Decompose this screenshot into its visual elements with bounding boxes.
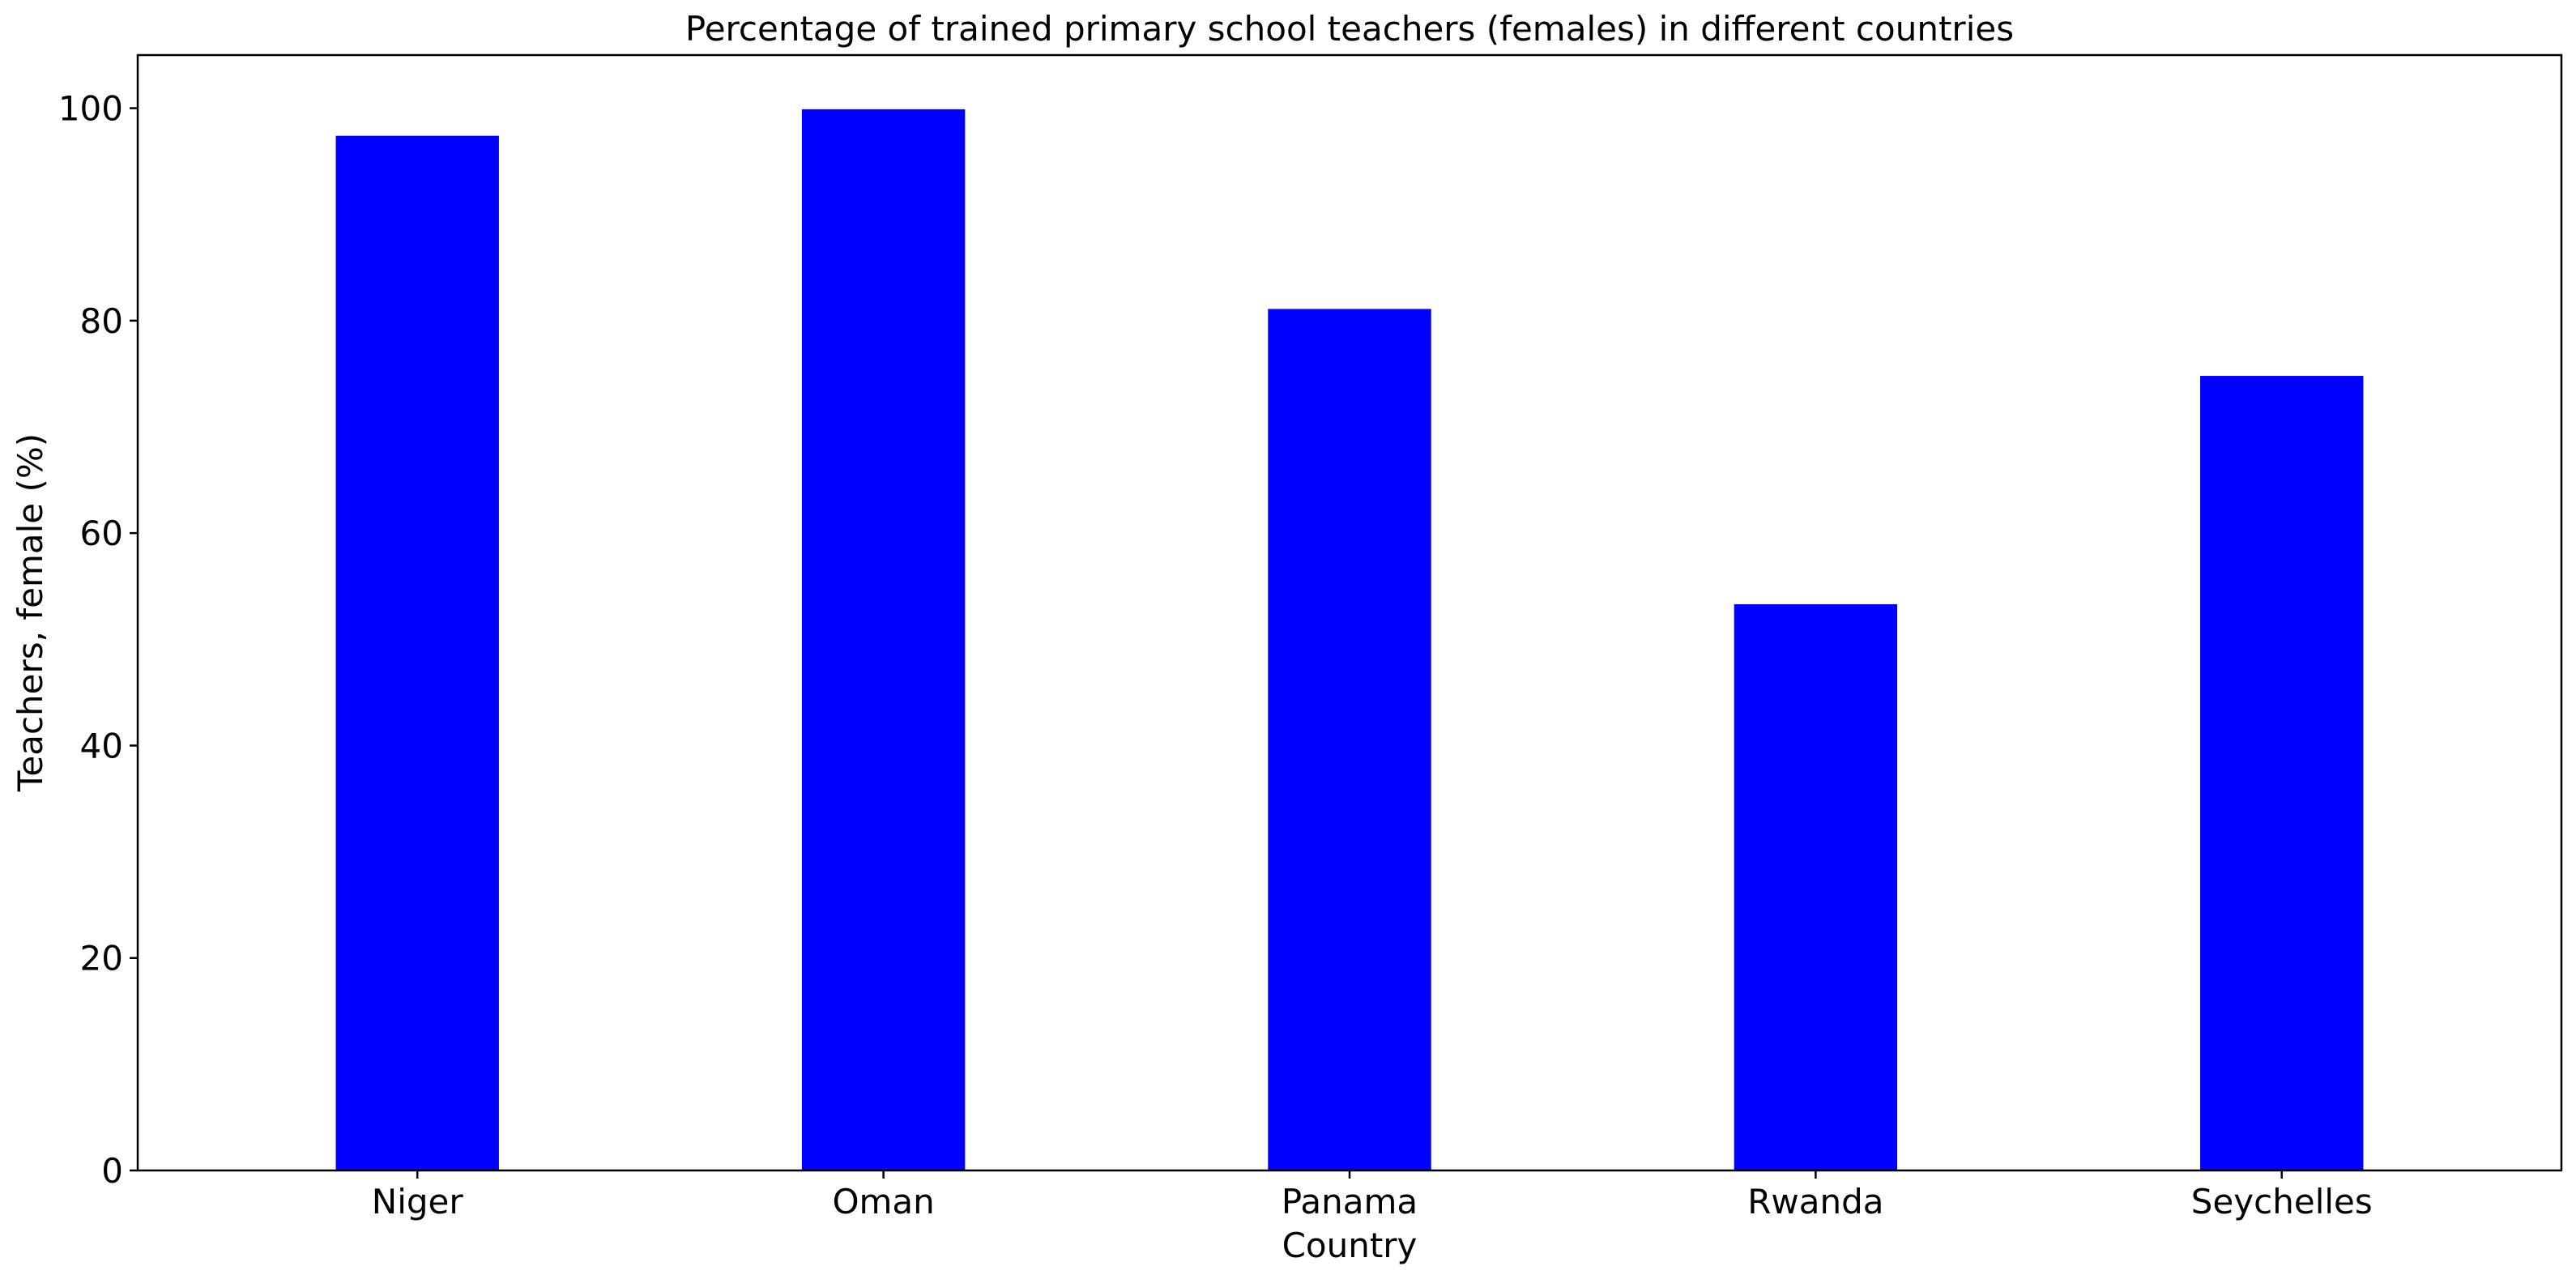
bar-oman — [801, 109, 966, 1171]
y-axis-ticks: 0 20 40 60 80 100 — [58, 89, 138, 1191]
plot-frame — [136, 53, 2563, 1172]
y-tick-label: 40 — [80, 726, 123, 765]
x-axis-ticks: Niger Oman Panama Rwanda Seychelles — [372, 1170, 2373, 1221]
bar-niger — [335, 135, 499, 1170]
bar-series — [335, 109, 2364, 1171]
x-tick-label: Oman — [832, 1182, 934, 1221]
chart-title: Percentage of trained primary school tea… — [685, 9, 2014, 49]
y-axis-label: Teachers, female (%) — [11, 433, 50, 792]
x-tick-label: Panama — [1282, 1182, 1418, 1221]
x-axis-label: Country — [1282, 1226, 1418, 1265]
bar-panama — [1268, 309, 1431, 1171]
y-tick-label: 60 — [80, 514, 123, 553]
x-tick-label: Niger — [372, 1182, 464, 1221]
y-tick-label: 0 — [101, 1151, 123, 1191]
y-tick-label: 20 — [80, 939, 123, 978]
x-tick-label: Seychelles — [2191, 1182, 2373, 1221]
y-tick-label: 80 — [80, 301, 123, 341]
bar-seychelles — [2200, 376, 2364, 1171]
bar-rwanda — [1734, 604, 1898, 1170]
x-tick-label: Rwanda — [1747, 1182, 1883, 1221]
y-tick-label: 100 — [58, 89, 123, 129]
